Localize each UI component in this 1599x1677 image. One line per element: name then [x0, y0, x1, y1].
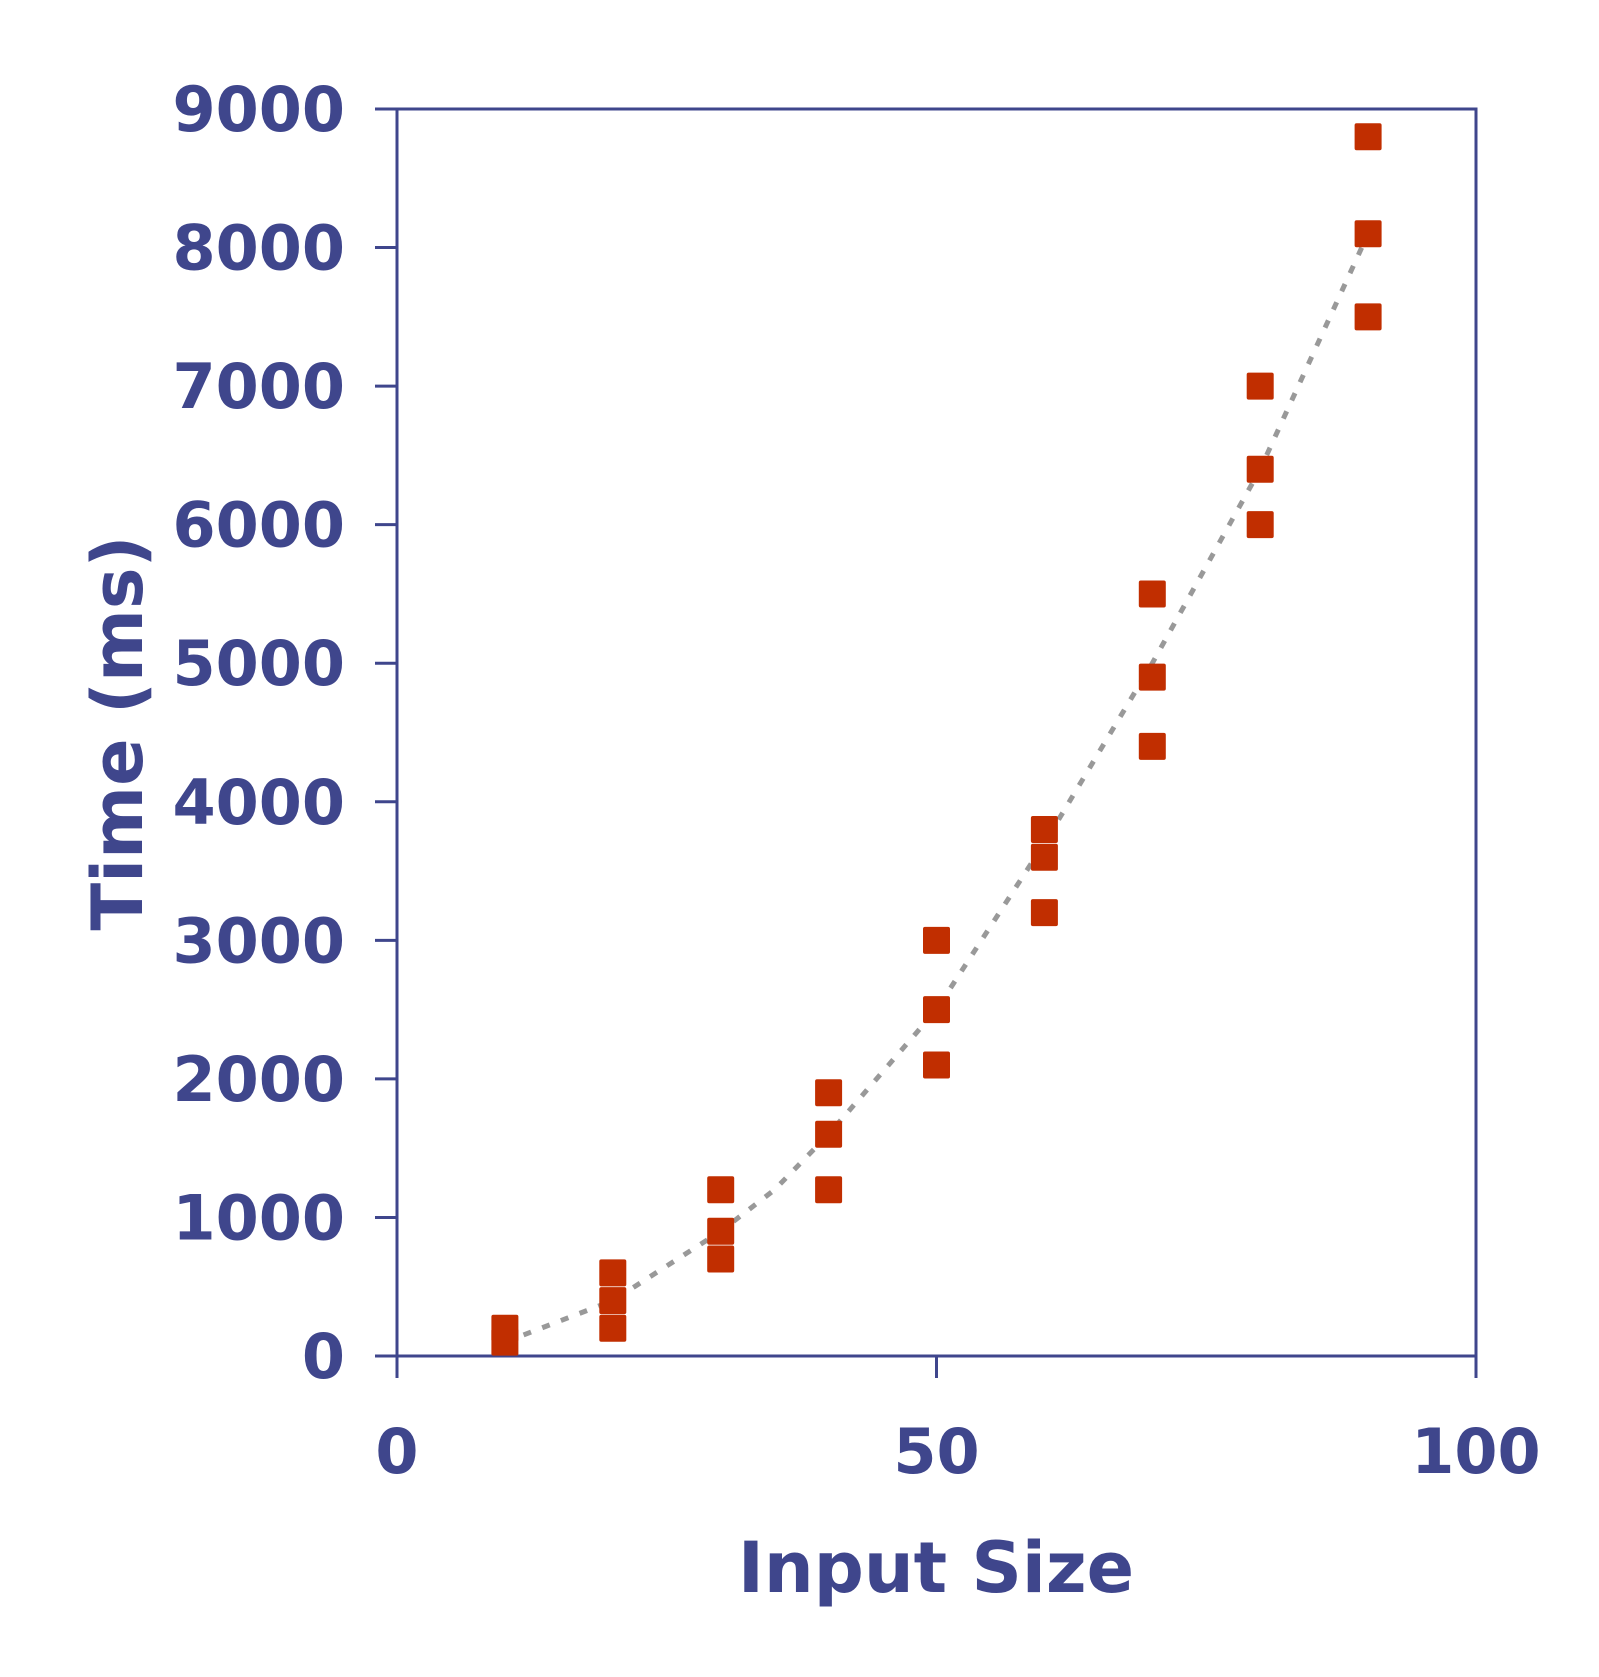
data-point-marker [1030, 899, 1058, 927]
data-point-marker [815, 1079, 843, 1107]
data-point-marker [923, 926, 950, 954]
data-point-marker [815, 1120, 843, 1148]
data-point-marker [707, 1217, 735, 1245]
x-axis: 0 50 100 [375, 1356, 1541, 1488]
data-point-marker [707, 1176, 735, 1204]
x-tick-label: 50 [893, 1415, 979, 1488]
y-tick-label: 5000 [172, 627, 345, 700]
data-point-marker [1138, 663, 1166, 691]
data-point-marker [599, 1259, 627, 1287]
plot-border [395, 107, 1478, 1358]
data-points [491, 123, 1382, 1356]
data-point-marker [1246, 455, 1274, 483]
plot-area [395, 107, 1478, 1358]
data-point-marker [599, 1314, 627, 1342]
data-point-marker [707, 1245, 735, 1273]
data-point-marker [1354, 303, 1382, 331]
trend-line-path [504, 232, 1371, 1345]
data-point-marker [1030, 843, 1058, 871]
y-tick-label: 4000 [172, 766, 345, 839]
x-tick-label: 100 [1411, 1415, 1540, 1488]
data-point-marker [1138, 580, 1166, 608]
y-tick-label: 6000 [172, 489, 345, 562]
x-axis-title: Input Size [738, 1527, 1134, 1609]
data-point-marker [491, 1328, 519, 1356]
y-tick-label: 9000 [172, 73, 345, 146]
y-axis-title: Time (ms) [77, 535, 159, 930]
y-tick-label: 7000 [172, 350, 345, 423]
y-tick-label: 0 [302, 1320, 345, 1393]
data-point-marker [1138, 732, 1166, 760]
y-tick-label: 2000 [172, 1043, 345, 1116]
data-point-marker [1354, 220, 1382, 248]
x-tick-label: 0 [375, 1415, 418, 1488]
data-point-marker [923, 1051, 950, 1079]
data-point-marker [1246, 511, 1274, 539]
y-tick-label: 3000 [172, 904, 345, 977]
data-point-marker [1246, 372, 1274, 400]
y-tick-label: 1000 [172, 1181, 345, 1254]
data-point-marker [1354, 123, 1382, 151]
data-point-marker [1030, 815, 1058, 843]
data-point-marker [599, 1287, 627, 1315]
trend-line [504, 232, 1371, 1345]
y-tick-label: 8000 [172, 212, 345, 285]
data-point-marker [815, 1176, 843, 1204]
y-axis: 0 1000 2000 3000 4000 5000 6000 7000 8000 9000 [172, 73, 397, 1393]
data-point-marker [923, 996, 950, 1024]
